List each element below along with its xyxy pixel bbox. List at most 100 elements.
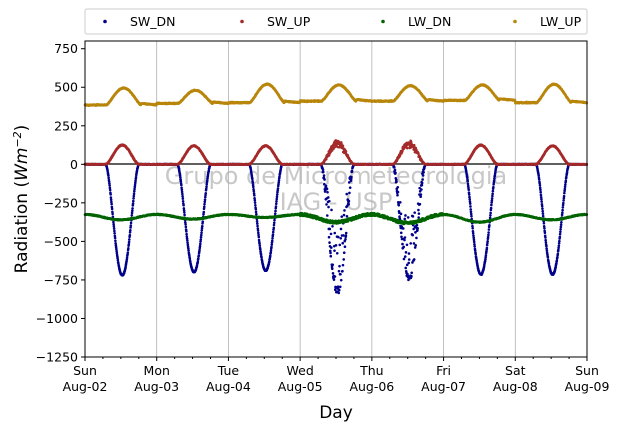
- data-point: [333, 231, 337, 235]
- data-point: [410, 271, 414, 275]
- data-point: [180, 188, 184, 192]
- data-point: [561, 208, 564, 212]
- data-point: [200, 226, 204, 230]
- data-point: [113, 236, 117, 240]
- data-point: [411, 233, 414, 237]
- data-point: [400, 235, 403, 239]
- data-point: [559, 223, 563, 227]
- data-point: [200, 224, 204, 228]
- data-point: [129, 226, 132, 229]
- data-point: [466, 182, 470, 186]
- data-point: [395, 180, 398, 184]
- data-point: [329, 246, 333, 249]
- data-point: [542, 221, 546, 225]
- data-point: [258, 242, 261, 245]
- data-point: [109, 193, 112, 196]
- data-point: [557, 248, 560, 252]
- data-point: [323, 178, 326, 181]
- data-point: [420, 188, 423, 191]
- data-point: [271, 237, 274, 240]
- data-point: [254, 207, 258, 211]
- data-point: [418, 186, 421, 190]
- data-point: [199, 238, 203, 241]
- data-point: [468, 195, 471, 199]
- data-point: [327, 199, 331, 203]
- data-point: [328, 241, 331, 244]
- data-point: [113, 231, 116, 235]
- data-point: [487, 233, 490, 237]
- watermark: Grupo de Micrometeorologia IAG - USP: [165, 162, 507, 216]
- data-point: [130, 213, 134, 217]
- data-point: [417, 151, 420, 155]
- data-point: [540, 202, 544, 206]
- data-point: [181, 194, 184, 198]
- data-point: [256, 224, 259, 228]
- data-point: [396, 193, 399, 197]
- data-point: [134, 181, 137, 185]
- data-point: [491, 192, 494, 196]
- data-point: [115, 247, 118, 251]
- data-point: [328, 227, 332, 231]
- data-point: [347, 202, 351, 206]
- data-point: [421, 178, 424, 181]
- data-point: [539, 193, 543, 197]
- data-point: [203, 202, 206, 206]
- data-point: [472, 240, 476, 244]
- data-point: [564, 179, 568, 183]
- data-point: [414, 231, 417, 234]
- data-point: [398, 201, 402, 204]
- data-point: [108, 184, 111, 187]
- data-point: [331, 272, 335, 275]
- data-point: [415, 223, 419, 227]
- data-point: [415, 236, 418, 240]
- data-point: [561, 211, 564, 215]
- data-point: [333, 275, 337, 278]
- data-point: [204, 187, 208, 191]
- data-point: [132, 197, 135, 200]
- data-point: [126, 251, 130, 254]
- data-point: [278, 175, 281, 179]
- data-point: [113, 234, 117, 238]
- data-point: [274, 202, 278, 206]
- data-point: [334, 244, 338, 247]
- data-point: [331, 263, 335, 267]
- data-point: [252, 192, 256, 195]
- data-point: [547, 262, 551, 266]
- data-point: [329, 232, 333, 236]
- data-point: [555, 262, 558, 265]
- data-point: [418, 202, 422, 206]
- data-point: [343, 209, 346, 212]
- data-point: [468, 200, 472, 203]
- data-point: [555, 259, 559, 262]
- data-point: [271, 230, 275, 234]
- data-point: [540, 204, 544, 208]
- data-point: [323, 182, 326, 186]
- data-point: [182, 209, 186, 212]
- data-point: [116, 258, 120, 262]
- data-point: [330, 208, 333, 212]
- data-point: [339, 236, 343, 240]
- data-point: [186, 241, 189, 245]
- data-point: [337, 288, 341, 292]
- data-point: [538, 183, 542, 187]
- data-point: [394, 171, 397, 175]
- data-point: [544, 238, 547, 242]
- data-point: [565, 175, 568, 179]
- legend-label: SW_DN: [130, 14, 176, 29]
- legend-label: LW_DN: [408, 14, 451, 29]
- data-point: [342, 251, 346, 255]
- data-point: [417, 216, 420, 219]
- data-point: [539, 188, 542, 192]
- data-point: [413, 211, 416, 214]
- data-point: [565, 171, 569, 174]
- data-point: [203, 200, 207, 204]
- data-point: [180, 190, 184, 194]
- data-point: [341, 269, 344, 273]
- data-point: [112, 222, 115, 226]
- data-point: [337, 291, 341, 295]
- data-point: [544, 241, 548, 244]
- data-point: [201, 220, 205, 223]
- data-point: [254, 210, 258, 214]
- data-point: [472, 234, 475, 237]
